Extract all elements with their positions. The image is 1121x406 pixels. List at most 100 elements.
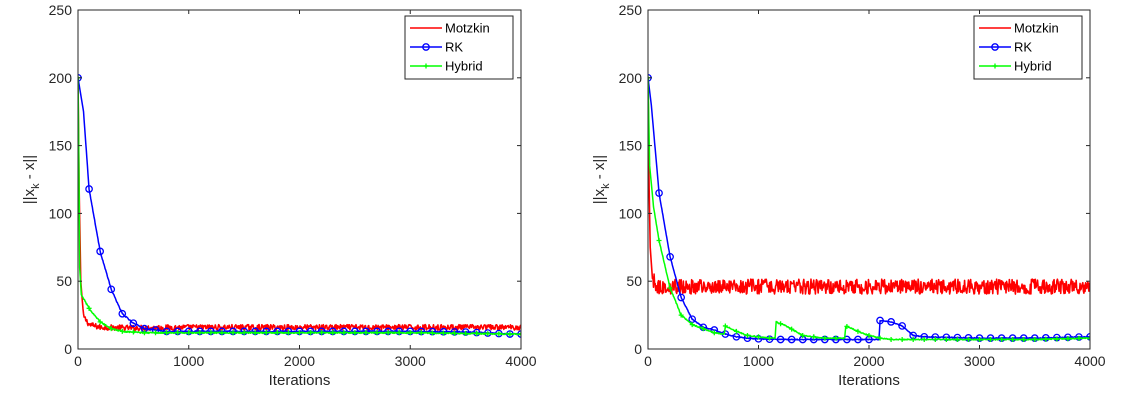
marker-rk bbox=[876, 316, 884, 325]
marker-hybrid bbox=[429, 330, 435, 336]
marker-hybrid bbox=[230, 330, 236, 336]
marker-hybrid bbox=[778, 321, 784, 327]
marker-hybrid bbox=[988, 337, 994, 343]
marker-hybrid bbox=[440, 330, 446, 336]
marker-hybrid bbox=[855, 328, 861, 334]
series-line-motzkin bbox=[78, 77, 521, 332]
marker-hybrid bbox=[888, 337, 894, 343]
marker-rk bbox=[666, 252, 674, 261]
x-tick-label: 3000 bbox=[395, 353, 426, 369]
marker-rk bbox=[107, 285, 116, 294]
x-tick-label: 2000 bbox=[853, 353, 884, 369]
marker-hybrid bbox=[744, 332, 750, 338]
marker-hybrid bbox=[252, 330, 258, 336]
legend-marker-hybrid bbox=[992, 63, 998, 69]
marker-rk bbox=[129, 319, 138, 328]
marker-hybrid bbox=[197, 330, 203, 336]
marker-hybrid bbox=[208, 330, 214, 336]
marker-hybrid bbox=[954, 337, 960, 343]
marker-hybrid bbox=[700, 326, 706, 332]
series-line-rk bbox=[78, 77, 521, 336]
marker-hybrid bbox=[341, 330, 347, 336]
marker-hybrid bbox=[452, 330, 458, 336]
y-tick-label: 0 bbox=[64, 341, 72, 357]
series-line-motzkin bbox=[648, 77, 1090, 295]
y-tick-label: 200 bbox=[619, 70, 643, 86]
x-tick-label: 4000 bbox=[1074, 353, 1105, 369]
series-line-rk bbox=[648, 77, 1090, 341]
marker-hybrid bbox=[374, 330, 380, 336]
marker-hybrid bbox=[722, 323, 728, 329]
legend-marker-rk bbox=[422, 43, 430, 51]
marker-hybrid bbox=[396, 330, 402, 336]
marker-rk bbox=[118, 309, 127, 318]
x-tick-label: 2000 bbox=[284, 353, 315, 369]
y-tick-label: 150 bbox=[619, 138, 643, 154]
marker-hybrid bbox=[999, 337, 1005, 343]
marker-hybrid bbox=[507, 331, 513, 337]
marker-hybrid bbox=[767, 335, 773, 341]
x-axis-label: Iterations bbox=[838, 372, 900, 389]
marker-hybrid bbox=[943, 337, 949, 343]
x-tick-label: 0 bbox=[74, 353, 82, 369]
marker-rk bbox=[96, 247, 105, 256]
marker-hybrid bbox=[363, 330, 369, 336]
marker-hybrid bbox=[921, 337, 927, 343]
legend: Motzkin RK Hybrid bbox=[404, 15, 514, 80]
marker-hybrid bbox=[119, 328, 125, 334]
marker-hybrid bbox=[733, 328, 739, 334]
marker-hybrid bbox=[656, 238, 662, 244]
marker-rk bbox=[854, 335, 862, 344]
y-axis-label: ||xk - x|| bbox=[21, 155, 42, 204]
x-axis-label: Iterations bbox=[269, 372, 331, 389]
marker-hybrid bbox=[844, 323, 850, 329]
marker-rk bbox=[887, 318, 895, 326]
marker-rk bbox=[85, 185, 93, 193]
marker-hybrid bbox=[130, 329, 136, 335]
legend-entry-rk: RK bbox=[445, 40, 463, 55]
y-tick-label: 50 bbox=[56, 273, 72, 289]
marker-hybrid bbox=[274, 330, 280, 336]
marker-hybrid bbox=[108, 326, 114, 332]
marker-hybrid bbox=[811, 334, 817, 340]
marker-hybrid bbox=[407, 330, 413, 336]
marker-rk bbox=[1086, 332, 1090, 341]
y-tick-label: 0 bbox=[634, 341, 642, 357]
marker-hybrid bbox=[910, 337, 916, 343]
marker-hybrid bbox=[86, 305, 92, 311]
legend-entry-hybrid: Hybrid bbox=[1014, 59, 1052, 74]
x-tick-label: 1000 bbox=[743, 353, 774, 369]
marker-hybrid bbox=[789, 326, 795, 332]
series-group bbox=[648, 73, 1090, 344]
marker-hybrid bbox=[175, 330, 181, 336]
marker-hybrid bbox=[756, 334, 761, 340]
marker-hybrid bbox=[1087, 335, 1090, 341]
marker-hybrid bbox=[899, 337, 905, 343]
marker-hybrid bbox=[285, 330, 291, 336]
marker-hybrid bbox=[330, 330, 336, 336]
y-tick-label: 100 bbox=[49, 205, 73, 221]
marker-hybrid bbox=[186, 330, 192, 336]
marker-hybrid bbox=[1032, 337, 1038, 343]
marker-hybrid bbox=[1076, 335, 1082, 341]
marker-hybrid bbox=[97, 319, 103, 325]
marker-hybrid bbox=[866, 332, 872, 338]
marker-rk bbox=[677, 293, 686, 302]
legend: Motzkin RK Hybrid bbox=[973, 15, 1083, 80]
marker-hybrid bbox=[241, 330, 247, 336]
legend-marker-hybrid bbox=[423, 63, 429, 69]
marker-hybrid bbox=[153, 330, 159, 336]
marker-hybrid bbox=[689, 322, 695, 328]
y-tick-label: 150 bbox=[49, 138, 73, 154]
legend-entry-motzkin: Motzkin bbox=[445, 21, 490, 36]
marker-rk bbox=[655, 189, 663, 197]
marker-hybrid bbox=[496, 331, 502, 337]
marker-hybrid bbox=[833, 335, 839, 341]
marker-hybrid bbox=[385, 330, 391, 336]
y-tick-label: 100 bbox=[619, 205, 643, 221]
y-tick-label: 250 bbox=[619, 2, 643, 18]
marker-rk bbox=[898, 322, 907, 330]
y-tick-label: 50 bbox=[626, 273, 642, 289]
marker-hybrid bbox=[678, 312, 684, 318]
